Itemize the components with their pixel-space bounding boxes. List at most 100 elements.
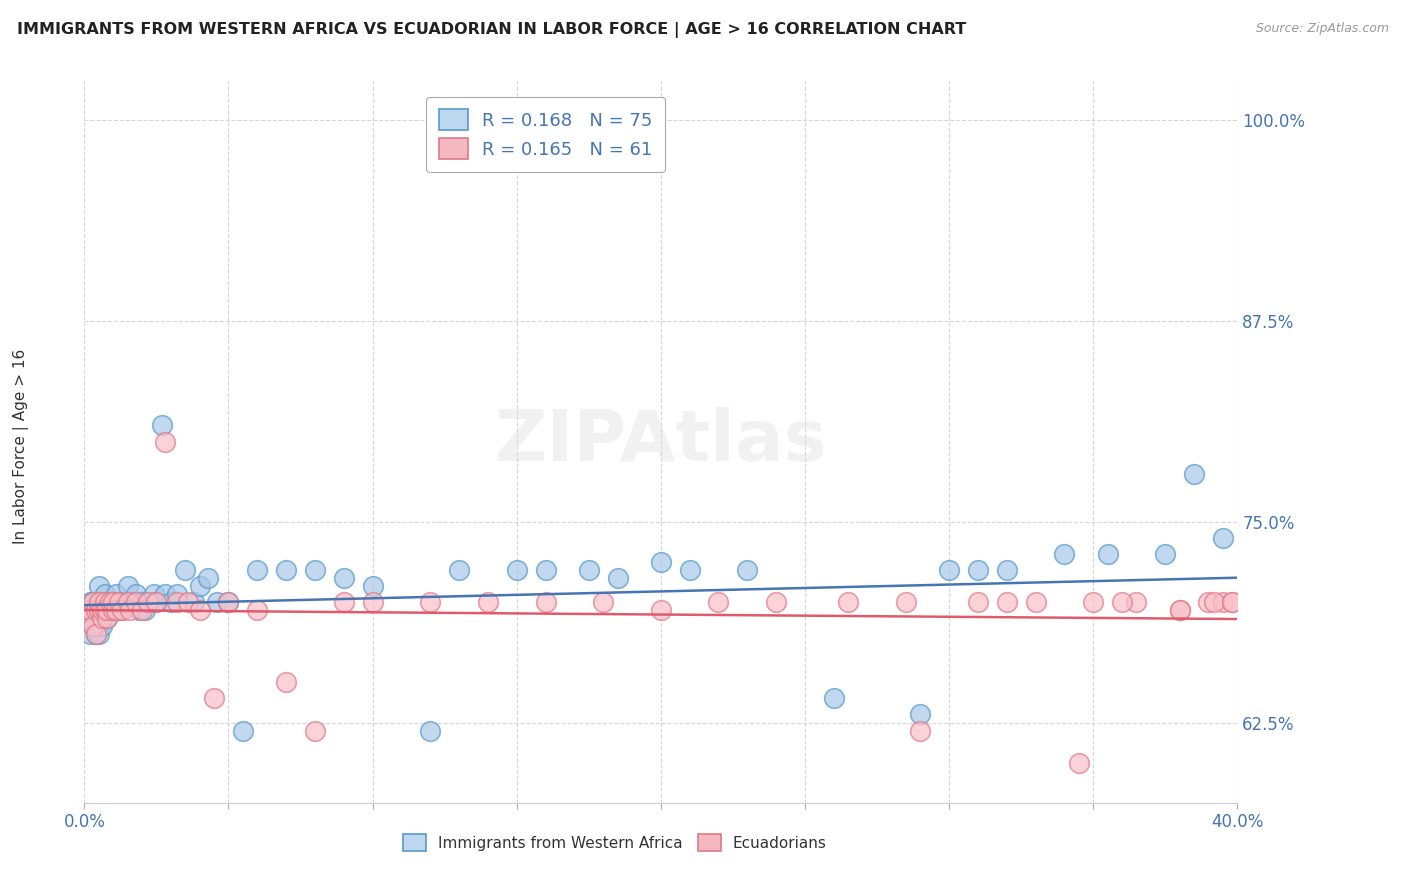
Text: IMMIGRANTS FROM WESTERN AFRICA VS ECUADORIAN IN LABOR FORCE | AGE > 16 CORRELATI: IMMIGRANTS FROM WESTERN AFRICA VS ECUADO…: [17, 22, 966, 38]
Point: [76, 611, 98, 625]
Point: [606, 571, 628, 585]
Point: [995, 563, 1018, 577]
Point: [125, 595, 148, 609]
Point: [361, 595, 384, 609]
Point: [131, 595, 153, 609]
Point: [120, 595, 142, 609]
Point: [103, 603, 124, 617]
Point: [96, 611, 118, 625]
Point: [1097, 547, 1119, 561]
Point: [1053, 547, 1076, 561]
Point: [910, 707, 932, 722]
Point: [108, 603, 131, 617]
Point: [96, 611, 118, 625]
Point: [1111, 595, 1133, 609]
Point: [765, 595, 787, 609]
Point: [82, 595, 104, 609]
Point: [166, 587, 188, 601]
Point: [79, 603, 101, 617]
Point: [1067, 756, 1090, 770]
Point: [87, 627, 110, 641]
Point: [967, 595, 990, 609]
Point: [103, 595, 124, 609]
Text: ZIPAtlas: ZIPAtlas: [495, 407, 827, 476]
Point: [205, 595, 228, 609]
Point: [737, 563, 759, 577]
Point: [136, 595, 159, 609]
Point: [145, 595, 167, 609]
Point: [894, 595, 917, 609]
Point: [136, 595, 159, 609]
Point: [449, 563, 471, 577]
Point: [650, 555, 672, 569]
Point: [120, 603, 142, 617]
Point: [1125, 595, 1147, 609]
Point: [87, 595, 110, 609]
Point: [142, 587, 165, 601]
Point: [90, 619, 112, 633]
Point: [967, 563, 990, 577]
Point: [578, 563, 600, 577]
Point: [134, 603, 156, 617]
Point: [82, 619, 104, 633]
Point: [534, 595, 557, 609]
Point: [592, 595, 614, 609]
Point: [333, 571, 356, 585]
Point: [1212, 595, 1234, 609]
Point: [87, 603, 110, 617]
Point: [333, 595, 356, 609]
Point: [938, 563, 960, 577]
Point: [177, 595, 200, 609]
Point: [304, 723, 326, 738]
Point: [1168, 603, 1191, 617]
Point: [98, 603, 121, 617]
Point: [218, 595, 240, 609]
Text: In Labor Force | Age > 16: In Labor Force | Age > 16: [13, 349, 30, 543]
Point: [87, 579, 110, 593]
Point: [90, 611, 112, 625]
Point: [111, 603, 134, 617]
Point: [160, 595, 183, 609]
Point: [837, 595, 859, 609]
Point: [419, 723, 441, 738]
Point: [1168, 603, 1191, 617]
Point: [1025, 595, 1047, 609]
Point: [145, 595, 167, 609]
Point: [246, 603, 269, 617]
Point: [98, 595, 121, 609]
Point: [910, 723, 932, 738]
Point: [707, 595, 730, 609]
Point: [197, 571, 219, 585]
Point: [361, 579, 384, 593]
Point: [84, 627, 107, 641]
Point: [1212, 531, 1234, 545]
Point: [82, 619, 104, 633]
Point: [1083, 595, 1105, 609]
Point: [125, 587, 148, 601]
Point: [534, 563, 557, 577]
Point: [1182, 467, 1205, 481]
Point: [174, 563, 197, 577]
Point: [188, 603, 211, 617]
Point: [131, 603, 153, 617]
Point: [84, 627, 107, 641]
Text: Source: ZipAtlas.com: Source: ZipAtlas.com: [1256, 22, 1389, 36]
Point: [477, 595, 499, 609]
Point: [122, 595, 145, 609]
Point: [153, 587, 176, 601]
Point: [419, 595, 441, 609]
Point: [153, 434, 176, 449]
Point: [76, 611, 98, 625]
Point: [93, 595, 115, 609]
Point: [304, 563, 326, 577]
Point: [82, 595, 104, 609]
Point: [90, 603, 112, 617]
Point: [79, 627, 101, 641]
Point: [108, 595, 131, 609]
Point: [276, 563, 298, 577]
Point: [90, 595, 112, 609]
Point: [1154, 547, 1177, 561]
Point: [276, 675, 298, 690]
Point: [117, 579, 139, 593]
Point: [111, 603, 134, 617]
